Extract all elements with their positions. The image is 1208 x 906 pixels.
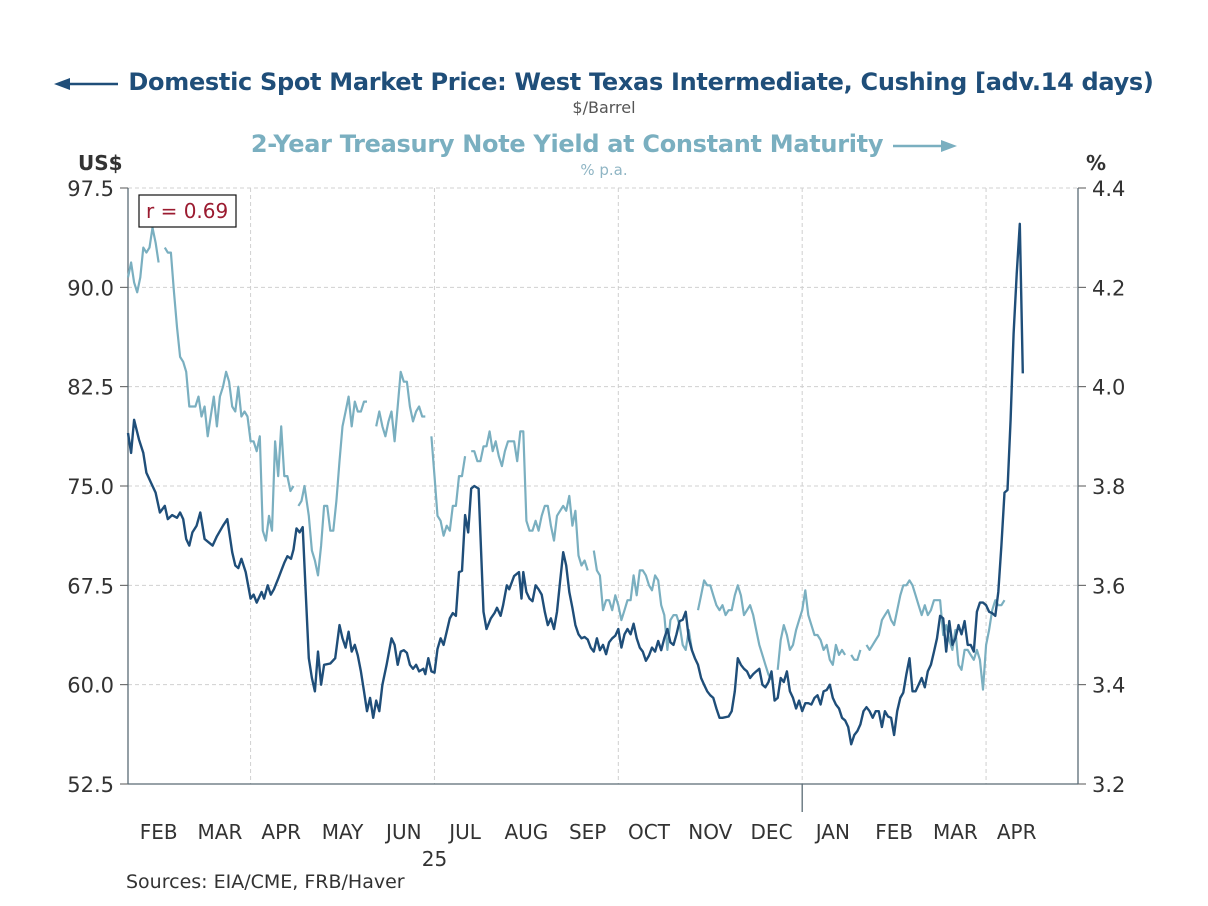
x-tick-label: JAN xyxy=(814,820,850,844)
right-tick-label: 4.0 xyxy=(1092,376,1125,400)
x-tick-label: DEC xyxy=(751,820,793,844)
unit-yield: % p.a. xyxy=(580,161,628,179)
x-tick-label: NOV xyxy=(688,820,732,844)
arrow-right-icon xyxy=(893,131,958,159)
left-tick-label: 97.5 xyxy=(67,177,114,201)
x-tick-label: MAY xyxy=(322,820,364,844)
right-tick-label: 4.4 xyxy=(1092,177,1125,201)
left-tick-label: 90.0 xyxy=(67,276,114,300)
left-tick-label: 52.5 xyxy=(67,773,114,797)
right-tick-label: 3.4 xyxy=(1092,674,1125,698)
right-axis-label: % xyxy=(1086,151,1107,175)
title-wti-text: Domestic Spot Market Price: West Texas I… xyxy=(128,68,1154,96)
right-tick-label: 3.2 xyxy=(1092,773,1125,797)
series-line-treasury-yield xyxy=(126,226,1006,691)
right-tick-label: 4.2 xyxy=(1092,276,1125,300)
correlation-annotation: r = 0.69 xyxy=(146,199,228,223)
source-note: Sources: EIA/CME, FRB/Haver xyxy=(126,871,405,893)
right-tick-label: 3.6 xyxy=(1092,574,1125,598)
x-tick-label: JUN xyxy=(384,820,422,844)
unit-wti: $/Barrel xyxy=(572,98,636,117)
left-tick-label: 60.0 xyxy=(67,674,114,698)
left-tick-label: 67.5 xyxy=(67,574,114,598)
x-tick-label: AUG xyxy=(504,820,548,844)
correlation-box xyxy=(138,194,237,228)
left-axis-label: US$ xyxy=(78,151,123,175)
right-tick-label: 3.8 xyxy=(1092,475,1125,499)
x-tick-label: FEB xyxy=(875,820,913,844)
x-tick-label: JUL xyxy=(447,820,482,844)
title-yield: 2-Year Treasury Note Yield at Constant M… xyxy=(0,130,1208,159)
left-tick-label: 82.5 xyxy=(67,376,114,400)
series-line-wti xyxy=(126,222,1024,746)
x-tick-label: OCT xyxy=(628,820,671,844)
left-tick-label: 75.0 xyxy=(67,475,114,499)
x-year-label: 25 xyxy=(422,847,447,871)
title-wti: Domestic Spot Market Price: West Texas I… xyxy=(0,68,1208,97)
x-tick-label: APR xyxy=(261,820,301,844)
x-tick-label: SEP xyxy=(569,820,606,844)
title-yield-text: 2-Year Treasury Note Yield at Constant M… xyxy=(250,130,884,158)
x-tick-label: MAR xyxy=(198,820,243,844)
x-tick-label: FEB xyxy=(140,820,178,844)
x-tick-label: APR xyxy=(997,820,1037,844)
x-tick-label: MAR xyxy=(933,820,978,844)
arrow-left-icon xyxy=(54,69,119,97)
